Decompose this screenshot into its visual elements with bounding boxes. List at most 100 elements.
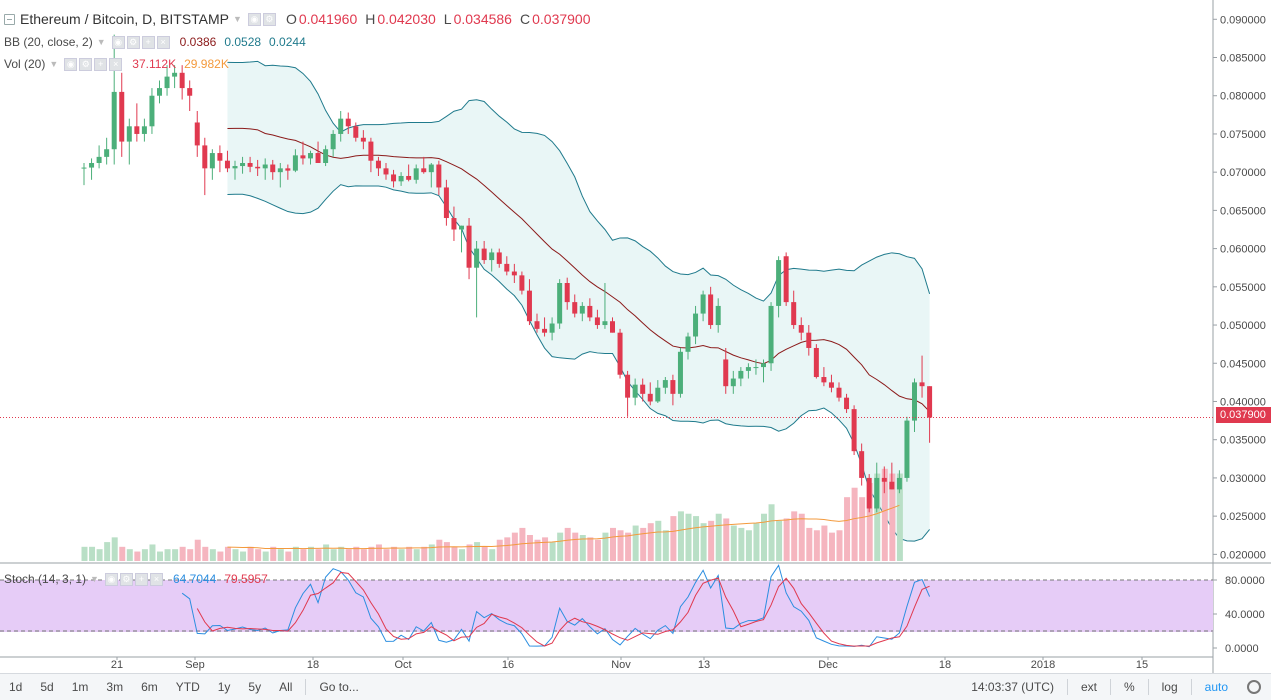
range-5y[interactable]: 5y — [248, 680, 262, 694]
symbol-title[interactable]: Ethereum / Bitcoin, D, BITSTAMP — [20, 11, 230, 27]
volume-bar — [685, 513, 692, 561]
range-1m[interactable]: 1m — [71, 680, 89, 694]
close-icon[interactable]: × — [156, 35, 170, 49]
close-icon[interactable]: × — [109, 57, 123, 71]
auto-toggle[interactable]: auto — [1204, 680, 1228, 694]
range-6m[interactable]: 6m — [141, 680, 158, 694]
collapse-icon[interactable] — [4, 13, 15, 25]
chart-canvas[interactable]: 0.090000 0.085000 0.080000 0.075000 0.070000… — [0, 0, 1271, 673]
volume-bar — [111, 537, 118, 561]
stoch-tick-label: 40.0000 — [1225, 609, 1265, 621]
gear-icon[interactable] — [1247, 680, 1261, 694]
ext-toggle[interactable]: ext — [1080, 680, 1097, 694]
chevron-down-icon[interactable]: ▼ — [49, 59, 59, 69]
volume-bar — [413, 549, 420, 561]
volume-bar — [383, 549, 390, 561]
candle-body — [534, 321, 540, 329]
log-toggle[interactable]: log — [1161, 680, 1178, 694]
price-tick-label: 0.090000 — [1220, 14, 1266, 26]
close-key: C — [519, 11, 531, 27]
high-value: 0.042030 — [377, 11, 436, 27]
close-icon[interactable]: × — [149, 572, 163, 586]
volume-bar — [617, 530, 624, 561]
volume-bar — [602, 532, 609, 561]
price-tick-label: 0.070000 — [1220, 167, 1266, 179]
range-1d[interactable]: 1d — [9, 680, 23, 694]
candle-body — [927, 386, 933, 418]
vol-legend[interactable]: Vol (20) ▼ ◉ ⚙ + × 37.112K 29.982K — [4, 57, 229, 71]
candle-body — [375, 160, 381, 169]
settings-icon[interactable]: ⚙ — [119, 572, 133, 586]
settings-icon[interactable]: ⚙ — [262, 12, 276, 26]
bb-legend[interactable]: BB (20, close, 2) ▼ ◉ ⚙ + × 0.0386 0.052… — [4, 35, 306, 49]
volume-bar — [730, 525, 737, 561]
symbol-legend[interactable]: Ethereum / Bitcoin, D, BITSTAMP ▼ ◉ ⚙ O … — [4, 11, 591, 27]
candle-body — [368, 141, 374, 161]
volume-bar — [708, 520, 715, 561]
goto-button[interactable]: Go to... — [319, 680, 359, 694]
volume-bar — [391, 546, 398, 561]
candle-body — [323, 149, 329, 163]
chevron-down-icon[interactable]: ▼ — [90, 574, 99, 584]
bb-label[interactable]: BB (20, close, 2) — [4, 35, 93, 49]
candle-body — [821, 377, 827, 383]
candle-body — [549, 323, 555, 333]
settings-icon[interactable]: ⚙ — [126, 35, 140, 49]
candle-body — [836, 387, 842, 398]
volume-bar — [662, 530, 669, 561]
candle-body — [776, 260, 782, 306]
bb-basis-line — [227, 127, 930, 412]
candle-body — [262, 164, 268, 169]
candle-body — [761, 363, 766, 368]
add-icon[interactable]: + — [134, 572, 148, 586]
candle-body — [806, 332, 812, 348]
volume-bar — [859, 497, 866, 561]
percent-toggle[interactable]: % — [1123, 680, 1135, 694]
volume-bar — [217, 551, 224, 561]
range-ytd[interactable]: YTD — [175, 680, 200, 694]
range-all[interactable]: All — [279, 680, 293, 694]
volume-bar — [323, 544, 330, 561]
add-icon[interactable]: + — [141, 35, 155, 49]
range-3m[interactable]: 3m — [106, 680, 124, 694]
eye-icon[interactable]: ◉ — [104, 572, 118, 586]
volume-bar — [406, 546, 413, 561]
eye-icon[interactable]: ◉ — [111, 35, 125, 49]
volume-bar — [640, 527, 647, 561]
volume-bar — [670, 516, 677, 561]
volume-bar — [428, 544, 435, 561]
volume-bar — [134, 551, 141, 561]
volume-bar — [761, 513, 767, 561]
add-icon[interactable]: + — [94, 57, 108, 71]
settings-icon[interactable]: ⚙ — [79, 57, 93, 71]
chevron-down-icon[interactable]: ▼ — [233, 14, 242, 24]
price-tick-label: 0.085000 — [1220, 53, 1266, 65]
candle-body — [119, 91, 125, 142]
stoch-band — [0, 580, 1213, 632]
stoch-label[interactable]: Stoch (14, 3, 1) — [4, 572, 87, 586]
utc-clock[interactable]: 14:03:37 (UTC) — [971, 680, 1054, 694]
toolbar-divider — [1109, 679, 1111, 695]
volume-bar — [587, 537, 594, 561]
volume-bar — [511, 532, 518, 561]
range-1y[interactable]: 1y — [217, 680, 231, 694]
candle-body — [164, 76, 170, 89]
volume-bar — [300, 549, 307, 561]
volume-bar — [700, 523, 707, 561]
volume-bar — [141, 549, 148, 561]
volume-bar — [240, 551, 247, 561]
stoch-legend[interactable]: Stoch (14, 3, 1) ▼ ◉ ⚙ + × 64.7044 79.59… — [4, 572, 268, 586]
candle-body — [217, 153, 223, 161]
stoch-k-value: 64.7044 — [172, 572, 217, 586]
volume-bar — [806, 527, 813, 561]
volume-bar — [572, 532, 579, 561]
candle-body — [617, 332, 623, 375]
time-tick-label: Oct — [394, 659, 411, 671]
vol-label[interactable]: Vol (20) — [4, 57, 46, 71]
chevron-down-icon[interactable]: ▼ — [96, 37, 106, 47]
range-5d[interactable]: 5d — [40, 680, 54, 694]
candle-body — [96, 156, 102, 163]
candle-body — [677, 351, 683, 394]
eye-icon[interactable]: ◉ — [247, 12, 261, 26]
eye-icon[interactable]: ◉ — [64, 57, 78, 71]
